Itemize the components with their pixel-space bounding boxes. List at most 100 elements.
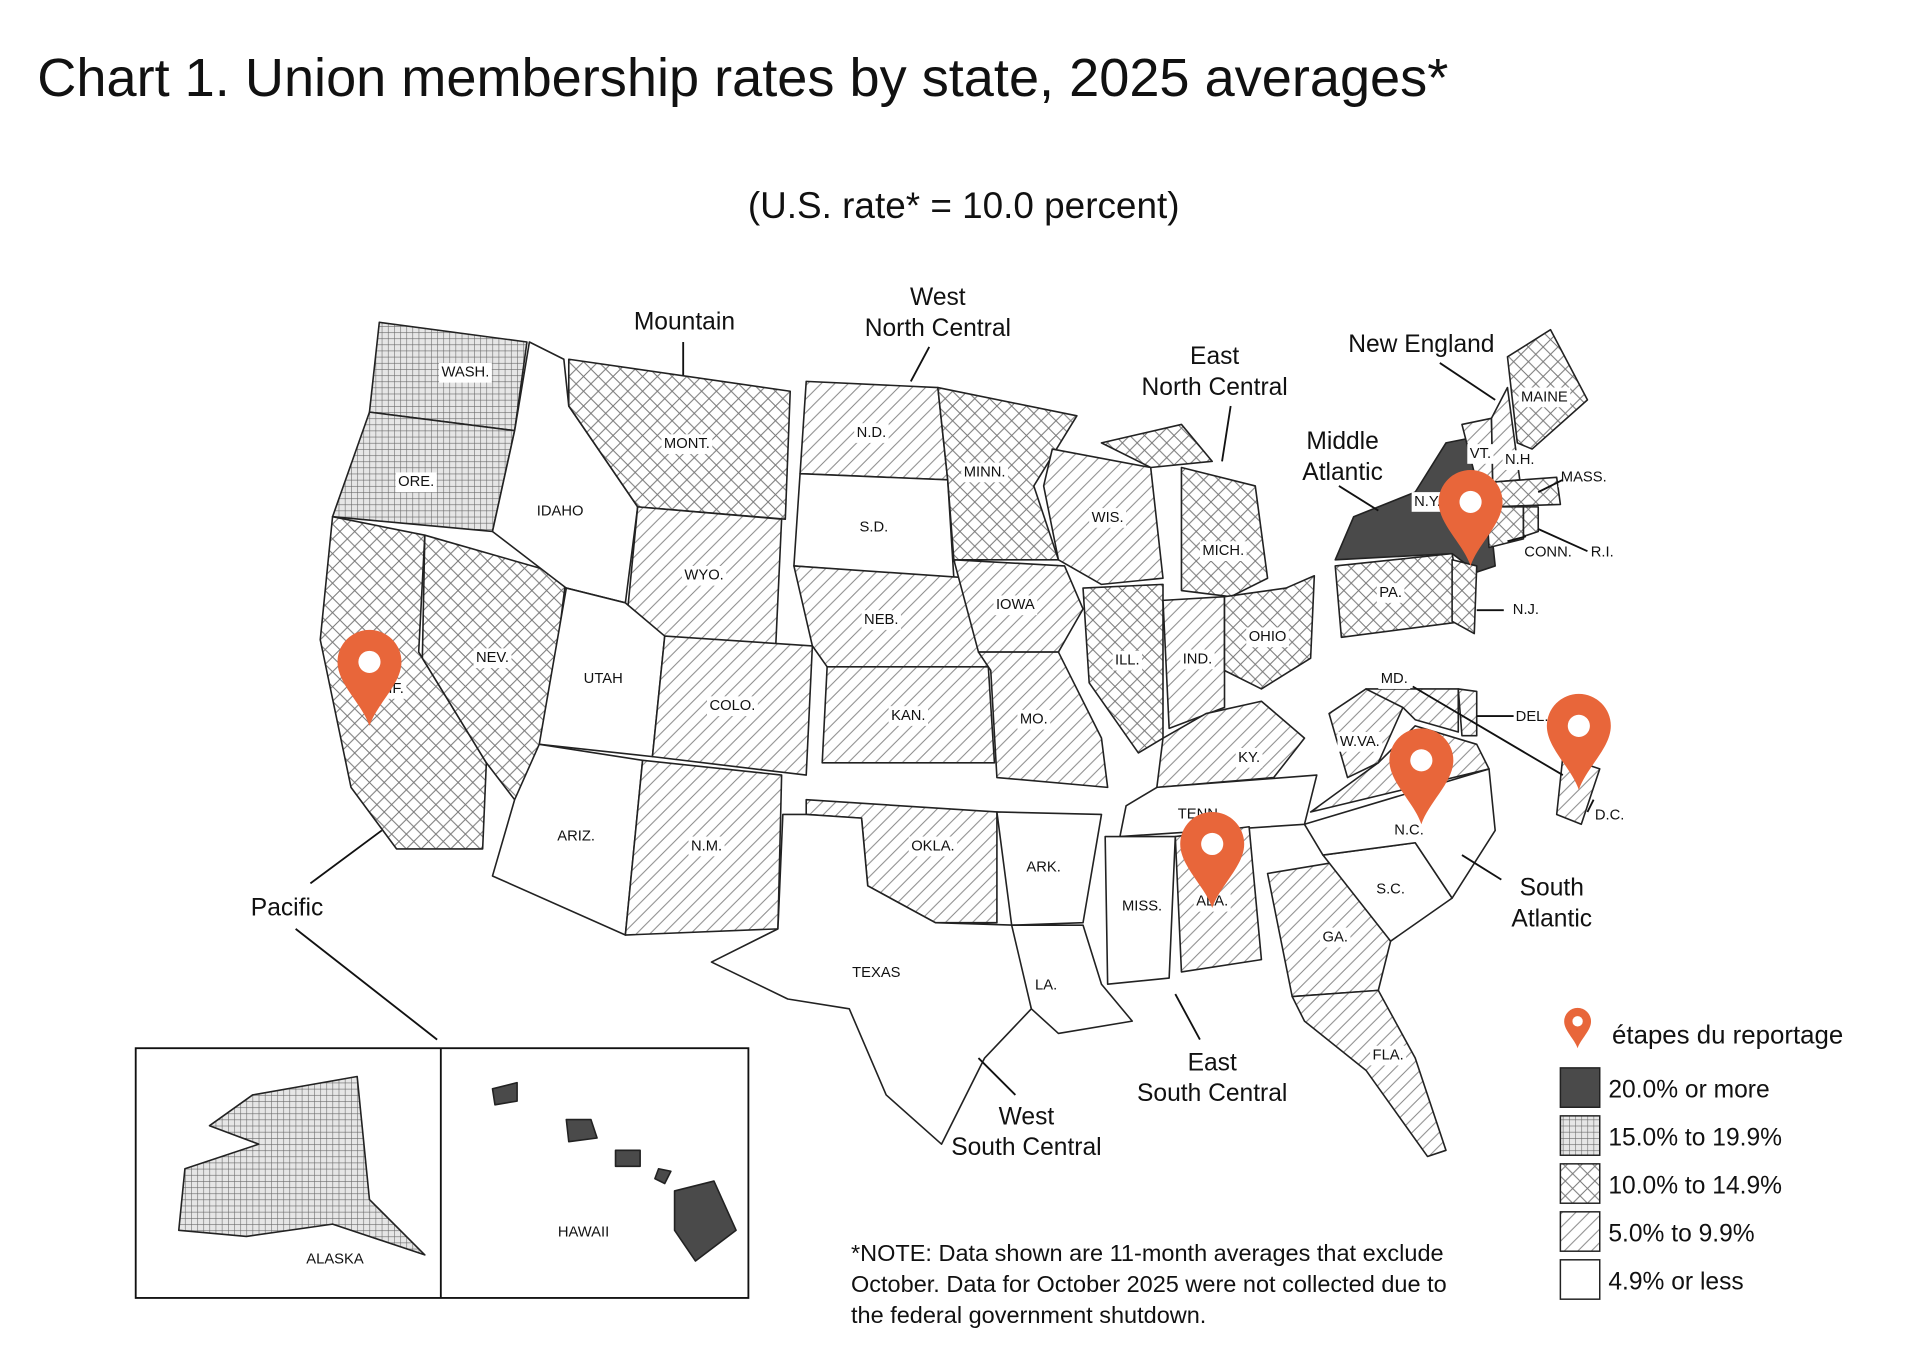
state-label-bg (581, 669, 626, 689)
region-label: West (999, 1103, 1055, 1130)
region-label: West (910, 284, 966, 311)
state-label-bg (661, 434, 713, 454)
region-label: South (1520, 875, 1584, 902)
state-label: MISS. (1122, 899, 1162, 915)
state-label: ORE. (398, 474, 434, 490)
state-label: FLA. (1373, 1047, 1404, 1063)
state-label: PA. (1379, 585, 1402, 601)
state-label-bg (1320, 927, 1351, 948)
state-label: MONT. (664, 436, 710, 452)
state-label-bg (1411, 492, 1444, 512)
state-label: VT. (1470, 446, 1491, 462)
state-label-bg (1246, 627, 1289, 648)
state-label-bg (993, 595, 1038, 616)
state-shape (1010, 924, 1134, 1035)
state-label-bg (688, 836, 725, 857)
state-label-bg (1370, 1045, 1407, 1066)
subtitle: (U.S. rate* = 10.0 percent) (748, 185, 1180, 226)
states: WASH.ORE.CALIF.NEV.IDAHOMONT.WYO.UTAHCOL… (177, 321, 1627, 1270)
state-label: TEXAS (852, 965, 901, 981)
title: Chart 1. Union membership rates by state… (37, 48, 1448, 108)
state-label-bg (1337, 732, 1383, 752)
state-label: KAN. (891, 708, 925, 724)
state-shape (1100, 423, 1214, 469)
legend-pin (1564, 1007, 1592, 1049)
pin (337, 629, 402, 726)
leaders (295, 342, 1595, 1096)
state-shape (565, 1118, 598, 1143)
state-label: N.Y. (1414, 494, 1441, 510)
state-label-bg (1199, 541, 1247, 562)
state-label: N.D. (857, 425, 887, 441)
region-label: North Central (1142, 374, 1288, 401)
inset-frame (134, 1047, 750, 1299)
state-label: IND. (1183, 651, 1213, 667)
legend-swatch (1559, 1067, 1601, 1108)
region-label: South Central (951, 1134, 1101, 1161)
state-label: NEV. (476, 650, 509, 666)
legend-marker-label: étapes du reportage (1612, 1021, 1843, 1049)
state-label: MICH. (1202, 543, 1244, 559)
state-label: N.J. (1513, 602, 1539, 618)
state-label-bg (1180, 649, 1215, 670)
state-label-bg (1510, 600, 1542, 621)
state-label-bg (1112, 650, 1143, 671)
state-label-bg (681, 565, 727, 586)
state-label-bg (473, 648, 512, 669)
state-label-bg (1513, 707, 1551, 728)
region-label: Mountain (634, 309, 735, 336)
state-label-bg (554, 826, 598, 847)
state-label: S.D. (860, 520, 889, 536)
region-label: South Central (1137, 1080, 1287, 1107)
state-label-bg (854, 423, 889, 443)
state-shape (1291, 989, 1447, 1158)
region-label: East (1190, 343, 1239, 370)
state-label-bg (1502, 450, 1537, 470)
state-label-bg (1588, 542, 1617, 563)
state-label-bg (1391, 820, 1427, 841)
pins (337, 469, 1611, 1049)
state-label: ILL. (1115, 653, 1140, 669)
legend-label: 5.0% to 9.9% (1608, 1220, 1754, 1247)
state-label-bg (1017, 709, 1051, 730)
state-label-bg (908, 836, 958, 857)
state-label-bg (1089, 508, 1127, 528)
state-label: MO. (1020, 712, 1048, 728)
state-label-bg (555, 1222, 612, 1243)
state-label: OHIO (1249, 629, 1287, 645)
legend-swatch (1559, 1259, 1601, 1300)
state-label: WIS. (1092, 510, 1124, 526)
state-label: IOWA (996, 597, 1035, 613)
state-label-bg (961, 462, 1008, 483)
state-label-bg (395, 472, 437, 493)
state-label: D.C. (1595, 808, 1625, 824)
state-label: CONN. (1524, 544, 1572, 560)
state-label-bg (534, 501, 586, 522)
state-label-bg (857, 517, 891, 538)
pin (1180, 811, 1245, 908)
state-label-bg (1119, 896, 1165, 917)
state-shape (654, 1167, 672, 1185)
state-label: W.VA. (1340, 734, 1380, 750)
state-label-bg (1592, 805, 1627, 826)
legend-label: 15.0% to 19.9% (1608, 1124, 1782, 1151)
region-label: North Central (865, 315, 1011, 342)
state-label-bg (1378, 669, 1411, 689)
state-label-bg (1032, 975, 1060, 996)
state-label: IDAHO (537, 504, 584, 520)
state-label: MINN. (964, 464, 1006, 480)
region-label: East (1188, 1049, 1237, 1076)
legend-label: 10.0% to 14.9% (1608, 1172, 1782, 1199)
region-labels: Mountain West North Central East North Centr… (251, 284, 1592, 1161)
state-label-bg (1376, 583, 1405, 603)
pin (1389, 728, 1454, 825)
pin (1546, 693, 1611, 790)
state-label: OKLA. (911, 838, 954, 854)
state-label: NEB. (864, 612, 898, 628)
region-label: Middle (1306, 428, 1378, 455)
legend-label: 20.0% or more (1608, 1076, 1769, 1103)
state-label: S.C. (1376, 881, 1405, 897)
state-label: WASH. (442, 365, 490, 381)
state-label-bg (849, 963, 903, 983)
